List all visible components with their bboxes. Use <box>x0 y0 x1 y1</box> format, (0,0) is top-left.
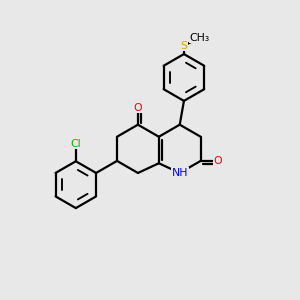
Text: CH₃: CH₃ <box>189 33 209 43</box>
Text: NH: NH <box>172 168 188 178</box>
Text: O: O <box>213 156 222 166</box>
Text: Cl: Cl <box>70 139 81 148</box>
Text: S: S <box>180 41 188 51</box>
Text: O: O <box>134 103 142 113</box>
